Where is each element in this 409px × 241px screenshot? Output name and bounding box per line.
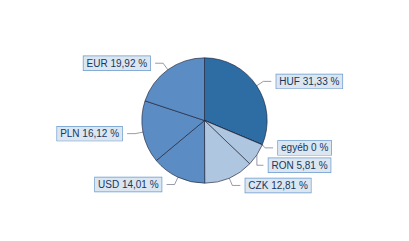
svg-text:egyéb 0 %: egyéb 0 % [281, 142, 328, 153]
svg-text:EUR 19,92 %: EUR 19,92 % [87, 58, 148, 69]
svg-text:RON 5,81 %: RON 5,81 % [271, 160, 327, 171]
svg-text:CZK 12,81 %: CZK 12,81 % [248, 180, 308, 191]
svg-text:HUF 31,33 %: HUF 31,33 % [279, 76, 339, 87]
svg-text:USD 14,01 %: USD 14,01 % [98, 179, 159, 190]
svg-text:PLN 16,12 %: PLN 16,12 % [60, 128, 119, 139]
